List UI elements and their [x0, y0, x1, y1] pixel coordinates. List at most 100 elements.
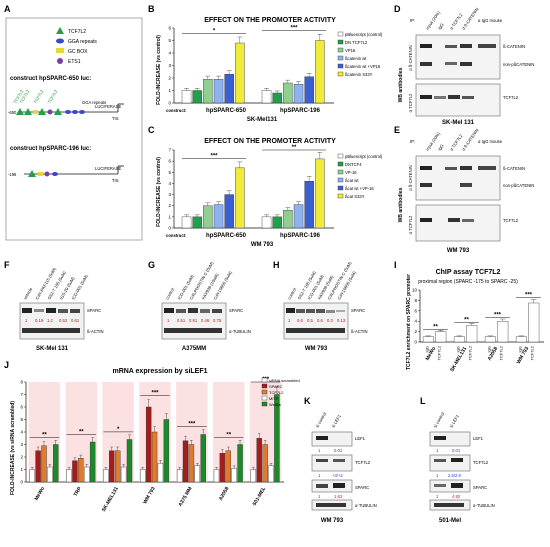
bar	[225, 450, 231, 483]
legend-swatch	[337, 39, 344, 45]
ip-label: IP:	[410, 139, 415, 144]
band	[22, 308, 32, 313]
y-tick-label: 2	[20, 455, 23, 460]
bar	[497, 321, 509, 343]
ets1-icon	[44, 171, 50, 177]
chart-j-plot: 0 1 2 3 4 5 6 7 8 MeWo ** TRP ** SK-MEL131 * WM 793 *** A…	[20, 377, 284, 513]
bar	[114, 450, 121, 483]
legend-label: siRNA scrambled	[269, 378, 300, 383]
band	[420, 218, 432, 222]
chart-title: EFFECT ON THE PROMOTER ACTIVITY	[204, 138, 336, 145]
ets1-icon	[57, 58, 63, 64]
band	[478, 166, 496, 170]
bar	[304, 180, 314, 229]
bar	[47, 466, 53, 483]
y-tick-label: 7	[168, 148, 171, 153]
y-tick-label: 0	[414, 340, 417, 345]
band	[462, 219, 474, 222]
y-tick-label: 4	[20, 430, 23, 435]
chart-b-legend: pBluescript (control) DN TCF7L2 VP16 ßcaten…	[337, 31, 383, 77]
panel-letter: E	[394, 125, 400, 135]
tis-label: TIS	[112, 178, 119, 183]
blot-lef1	[311, 431, 353, 447]
x-tick-label: IgG	[424, 346, 429, 352]
band-label: ß-ACTIN	[87, 329, 104, 334]
cell-line-label: WM 793	[305, 346, 328, 352]
bar	[120, 466, 127, 483]
ets1-icon	[47, 109, 53, 115]
legend-swatch	[337, 161, 344, 167]
y-tick-label: 8	[414, 298, 417, 303]
blot-tcf7l2	[415, 204, 501, 242]
band	[316, 459, 328, 462]
bar	[145, 406, 152, 483]
tis-label: TIS	[112, 116, 119, 121]
significance-label: **	[292, 145, 297, 151]
band-label: ß-ACTIN	[351, 329, 368, 334]
band	[420, 183, 432, 187]
band	[316, 436, 328, 440]
significance-label: *	[213, 28, 216, 34]
bar	[192, 216, 202, 229]
band	[34, 309, 44, 312]
band-label: LEF1	[355, 436, 366, 441]
bar	[192, 90, 202, 104]
band-label: α-TUBULIN	[355, 503, 377, 508]
band	[434, 436, 446, 440]
panel-d: IP: input (20%) IgG α TCF7L2 α ß-CATENIN…	[398, 7, 534, 126]
bar	[188, 444, 195, 483]
y-axis-label: FOLD-INCREASE (vs control)	[156, 35, 162, 105]
quant-value: 0.81	[189, 318, 198, 323]
quant-value: 0.01	[452, 448, 461, 453]
tcf7l2-icon	[24, 108, 32, 115]
band	[420, 95, 432, 99]
band-label: TCF7L2	[503, 218, 519, 223]
blot-tcf7l2	[415, 83, 501, 117]
y-tick-label: 3	[20, 442, 23, 447]
bar	[272, 92, 282, 104]
luciferase-label: LUCIFERASE	[95, 166, 122, 171]
significance-label: **	[226, 433, 231, 439]
legend-swatch	[261, 395, 268, 401]
band	[434, 503, 464, 507]
bar	[293, 84, 304, 104]
bar	[163, 419, 170, 483]
lane-label: control	[287, 287, 298, 300]
quant-value: 4.92	[452, 494, 461, 499]
bar	[213, 204, 224, 229]
lane-label: α ß-CATENIN	[461, 128, 480, 152]
band	[420, 166, 432, 170]
group-label: hpSPARC-650	[206, 233, 247, 239]
significance-label: ***	[188, 421, 196, 427]
band	[58, 309, 68, 313]
legend-swatch	[261, 383, 268, 389]
legend-swatch	[337, 193, 344, 199]
gc-box-icon	[38, 172, 43, 176]
significance-label: ***	[494, 313, 502, 319]
quant-value: 0.13	[337, 318, 346, 323]
bar	[293, 204, 304, 229]
bar	[274, 394, 280, 483]
construct-label: construct:	[166, 108, 186, 113]
chart-subtitle: proximal region (SPARC -175 to SPARC -25…	[418, 279, 518, 285]
legend-label: ßcatenin S33Y	[345, 72, 373, 77]
bar	[256, 438, 262, 483]
blot-side-label: α ß-CATENIN	[408, 45, 413, 71]
bar	[237, 444, 243, 483]
band	[164, 328, 222, 333]
bar	[41, 445, 47, 483]
x-tick-label: TRP	[73, 485, 84, 497]
tcf7l2-icon	[54, 108, 62, 115]
tcf7l2-icon	[28, 170, 36, 177]
bar	[283, 209, 293, 229]
band	[445, 45, 457, 48]
lane-label: IgG	[437, 22, 445, 30]
legend-label: DN TCF7L2	[345, 40, 368, 45]
wb-label: WB antibodies	[398, 187, 404, 222]
gga-icon	[65, 110, 71, 114]
bar	[528, 302, 540, 343]
band	[200, 309, 210, 313]
panel-letter: J	[4, 360, 9, 370]
